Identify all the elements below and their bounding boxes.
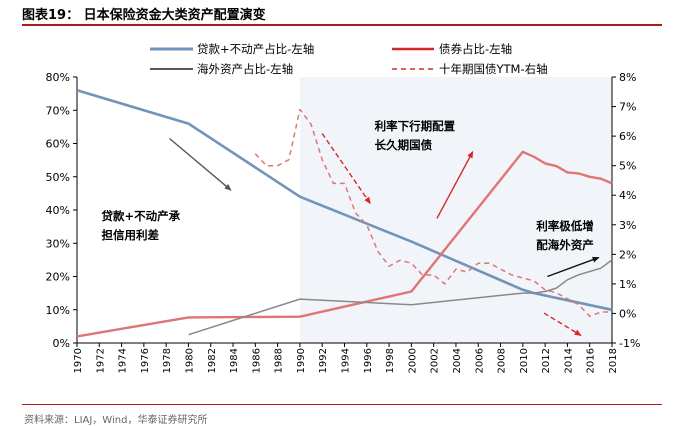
- legend-label-overseas: 海外资产占比-左轴: [197, 62, 293, 76]
- right-tick-label: 2%: [619, 248, 636, 261]
- right-tick-label: -1%: [619, 337, 640, 350]
- legend: 贷款+不动产占比-左轴 债券占比-左轴 海外资产占比-左轴 十年期国债YTM-右…: [150, 42, 548, 76]
- x-tick-label: 1978: [162, 348, 173, 373]
- shaded-region-1: [533, 77, 612, 343]
- shaded-region-0: [299, 77, 534, 343]
- x-tick-label: 2010: [519, 348, 530, 373]
- x-tick-label: 2012: [541, 348, 552, 373]
- left-tick-label: 40%: [46, 204, 70, 217]
- right-tick-label: 7%: [619, 101, 636, 114]
- x-tick-label: 2004: [452, 348, 463, 373]
- shaded-regions: [299, 77, 612, 343]
- left-tick-label: 30%: [46, 237, 70, 250]
- right-tick-label: 0%: [619, 307, 636, 320]
- right-tick-label: 5%: [619, 160, 636, 173]
- left-tick-label: 10%: [46, 304, 70, 317]
- annotation-arrow-4: [543, 312, 582, 336]
- x-tick-label: 1972: [95, 348, 106, 373]
- x-tick-label: 1986: [251, 348, 262, 373]
- axes: 0% 10% 20% 30% 40% 50% 60% 70% 80% -1% 0% 1% 2% 3% 4% 5…: [46, 71, 641, 373]
- arrows: [169, 133, 600, 336]
- series-line-overseas: [188, 259, 613, 336]
- x-tick-label: 1994: [341, 348, 352, 373]
- x-tick-label: 1990: [296, 348, 307, 373]
- x-tick-label: 1982: [207, 348, 218, 373]
- source-note: 资料来源：LIAJ，Wind，华泰证券研究所: [24, 415, 208, 426]
- series: [76, 89, 613, 338]
- x-tick-label: 1974: [118, 348, 129, 373]
- annotation-text-1: 担信用利差: [102, 228, 160, 242]
- left-tick-label: 0%: [53, 337, 70, 350]
- annotation-arrow-3: [547, 256, 600, 278]
- annotation-arrow-1: [321, 133, 371, 205]
- right-tick-label: 3%: [619, 219, 636, 232]
- top-rule: [22, 24, 662, 26]
- x-tick-label: 1988: [274, 348, 285, 373]
- x-tick-label: 1970: [73, 348, 84, 373]
- right-tick-label: 1%: [619, 278, 636, 291]
- bottom-rule: [22, 404, 662, 405]
- chart-title: 图表19： 日本保险资金大类资产配置演变: [22, 8, 266, 23]
- x-tick-label: 2008: [497, 348, 508, 373]
- series-line-jgb10y: [254, 108, 612, 318]
- x-tick-label: 2018: [608, 348, 619, 373]
- annotation-text-2: 配海外资产: [536, 238, 594, 252]
- right-tick-label: 4%: [619, 189, 636, 202]
- left-tick-label: 80%: [46, 71, 70, 84]
- series-line-bonds: [76, 150, 613, 338]
- x-tick-label: 1996: [363, 348, 374, 373]
- annotation-arrow-0: [169, 137, 232, 191]
- left-tick-label: 70%: [46, 104, 70, 117]
- annotation-arrow-2: [436, 150, 474, 219]
- x-tick-label: 1998: [385, 348, 396, 373]
- annotation-text-1: 贷款+不动产承: [102, 209, 181, 223]
- x-tick-label: 1984: [229, 348, 240, 373]
- x-tick-label: 2016: [586, 348, 597, 373]
- right-tick-label: 8%: [619, 71, 636, 84]
- x-tick-label: 2006: [474, 348, 485, 373]
- annotation-text-0: 利率下行期配置: [374, 119, 456, 133]
- left-tick-label: 50%: [46, 171, 70, 184]
- left-tick-label: 60%: [46, 138, 70, 151]
- x-tick-label: 2014: [563, 348, 574, 373]
- legend-label-bonds: 债券占比-左轴: [439, 42, 512, 56]
- annotation-text-2: 利率极低增: [535, 219, 594, 233]
- right-tick-label: 6%: [619, 130, 636, 143]
- x-tick-label: 1992: [318, 348, 329, 373]
- x-tick-label: 2000: [407, 348, 418, 373]
- legend-label-loans: 贷款+不动产占比-左轴: [197, 42, 314, 56]
- legend-label-jgb10y: 十年期国债YTM-右轴: [439, 62, 548, 76]
- left-tick-label: 20%: [46, 271, 70, 284]
- x-tick-label: 1980: [184, 348, 195, 373]
- x-tick-label: 2002: [430, 348, 441, 373]
- x-tick-label: 1976: [140, 348, 151, 373]
- annotation-text-0: 长久期国债: [375, 138, 433, 152]
